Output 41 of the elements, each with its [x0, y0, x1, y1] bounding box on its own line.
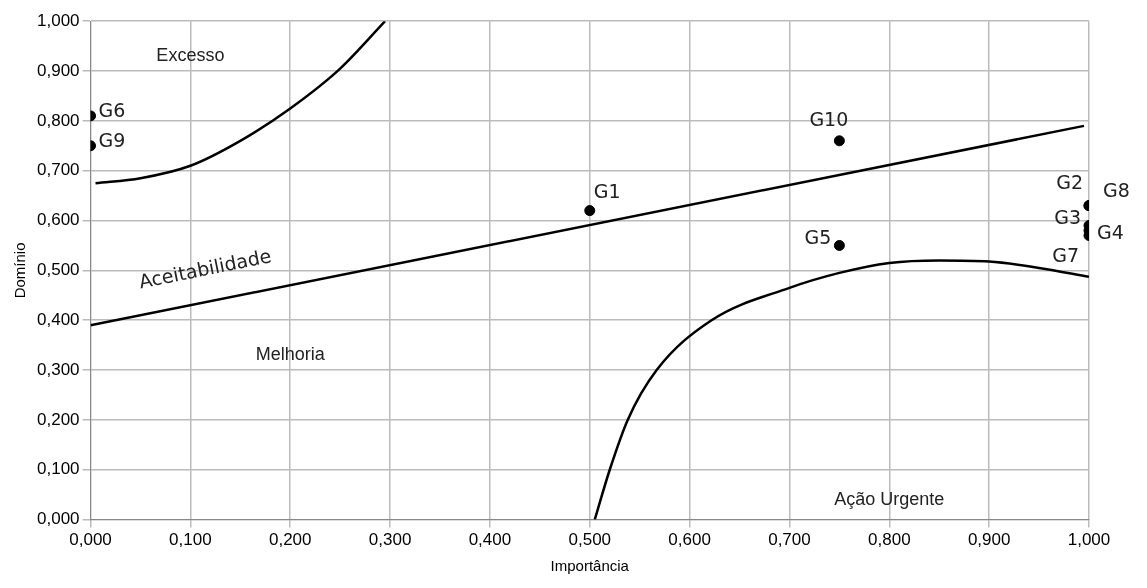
point	[584, 205, 596, 217]
y-tick-label: 0,500	[36, 260, 80, 280]
y-tick-label: 0,300	[36, 359, 80, 379]
y-tick-label: 0,200	[36, 409, 80, 429]
x-tick-label: 0,400	[468, 530, 512, 550]
series-label: G10	[809, 107, 849, 130]
series-label: G7	[1052, 244, 1079, 267]
x-tick-label: 0,700	[768, 530, 811, 550]
point	[833, 239, 845, 251]
annotation: Melhoria	[255, 344, 326, 365]
x-tick-label: 0,200	[268, 530, 312, 550]
series-label: G8	[1103, 178, 1130, 201]
x-tick-label: 0,100	[169, 530, 212, 550]
y-tick-label: 1,000	[36, 10, 80, 30]
y-tick-label: 0,700	[36, 160, 80, 180]
y-tick-label: 0,000	[36, 509, 80, 529]
series-label: G2	[1056, 170, 1083, 193]
x-tick-label: 0,600	[668, 530, 711, 550]
x-tick-label: 0,000	[69, 530, 112, 550]
annotation: Excesso	[156, 45, 225, 66]
series-label: G6	[98, 98, 126, 121]
series-label: G5	[804, 226, 832, 249]
y-tick-label: 0,800	[36, 110, 80, 130]
line-series	[94, 21, 387, 185]
series-label: G4	[1097, 221, 1124, 244]
x-tick-label: 0,500	[568, 530, 612, 550]
y-axis-title: Domínio	[11, 242, 29, 299]
y-tick-label: 0,400	[36, 309, 80, 329]
y-tick-label: 0,100	[36, 459, 80, 479]
x-tick-label: 0,800	[868, 530, 911, 550]
series-label: G3	[1054, 206, 1081, 229]
annotation: Ação Urgente	[834, 488, 945, 509]
x-tick-label: 0,300	[368, 530, 412, 550]
point	[833, 135, 845, 147]
y-tick-label: 0,900	[36, 60, 80, 80]
x-axis-title: Importância	[550, 557, 630, 575]
series-label: G1	[593, 179, 621, 202]
series-label: G9	[98, 128, 126, 151]
x-tick-label: 0,900	[967, 530, 1011, 550]
x-tick-label: 1,000	[1067, 530, 1111, 550]
y-tick-label: 0,600	[36, 210, 80, 230]
